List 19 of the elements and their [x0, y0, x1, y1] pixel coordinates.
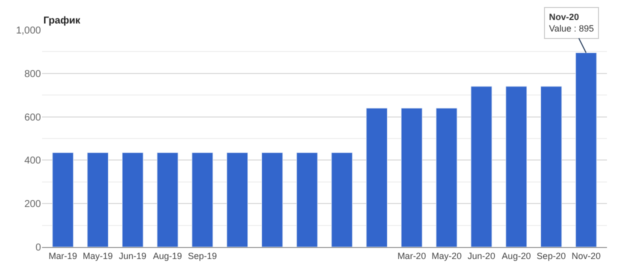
x-tick-label: Aug-19: [153, 250, 182, 261]
x-tick-label: Nov-20: [572, 250, 601, 261]
x-tick-label: Aug-20: [502, 250, 531, 261]
y-tick-label: 400: [24, 156, 42, 167]
x-tick-label: Sep-19: [188, 250, 217, 261]
x-tick-label: Sep-20: [536, 250, 566, 261]
x-tick-label: May-20: [432, 250, 462, 261]
x-tick-label: Mar-19: [48, 250, 78, 261]
x-tick-label: May-19: [82, 250, 113, 261]
x-tick-label: Mar-20: [397, 250, 426, 261]
y-tick-label: 1,000: [16, 26, 42, 36]
annotation: Nov-20 Value : 895: [549, 12, 594, 34]
y-tick-label: 800: [24, 68, 42, 80]
x-tick-label: Jun-20: [468, 250, 496, 261]
x-tick-label: Jun-19: [118, 250, 146, 261]
y-tick-label: 200: [24, 199, 42, 210]
chart-title: График: [43, 16, 82, 27]
y-tick-label: 600: [24, 112, 42, 124]
y-tick-label: 0: [35, 242, 42, 254]
